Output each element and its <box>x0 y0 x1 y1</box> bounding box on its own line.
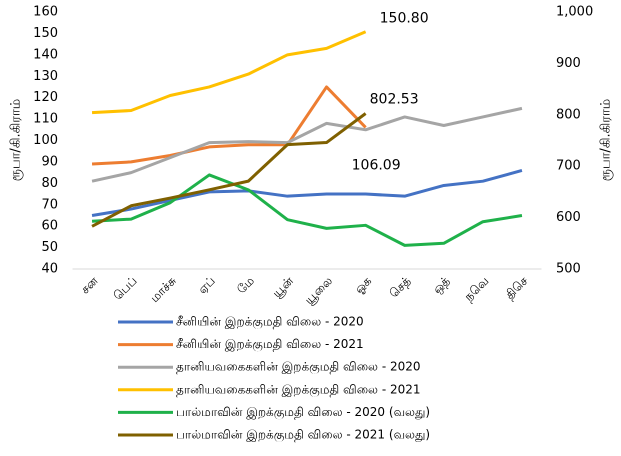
x-tick-label: நவெ <box>461 274 491 304</box>
legend-label: சீனியின் இறக்குமதி விலை - 2020 <box>176 315 364 330</box>
y-tick-label: 70 <box>41 197 58 212</box>
series-line <box>91 169 523 217</box>
legend-label: பால்மாவின் இறக்குமதி விலை - 2021 (வலது) <box>176 428 430 443</box>
y2-tick-label: 600 <box>556 210 581 225</box>
series-line <box>91 106 523 183</box>
y2-tick-label: 700 <box>556 159 581 174</box>
y2-tick-label: 1,000 <box>556 5 593 20</box>
y-tick-label: 40 <box>41 262 58 277</box>
y-tick-label: 60 <box>41 219 58 234</box>
y2-tick-label: 900 <box>556 56 581 71</box>
x-tick-label: ஏப் <box>195 274 218 297</box>
y-tick-label: 80 <box>41 176 58 191</box>
series-line <box>91 30 367 115</box>
x-tick-label: செத் <box>387 274 414 301</box>
series-line <box>91 173 523 247</box>
legend-label: சீனியின் இறக்குமதி விலை - 2021 <box>176 337 364 352</box>
y2-tick-label: 800 <box>556 107 581 122</box>
y-tick-label: 120 <box>33 90 58 105</box>
y-tick-label: 150 <box>33 26 58 41</box>
y-tick-label: 100 <box>33 133 58 148</box>
y-axis-label: ரூபா/கி.கிராம் <box>9 99 24 181</box>
x-tick-label: மே <box>234 274 257 297</box>
series-line <box>91 112 367 228</box>
x-tick-label: யூலை <box>302 274 335 307</box>
data-label: 802.53 <box>370 91 419 107</box>
legend-label: பால்மாவின் இறக்குமதி விலை - 2020 (வலது) <box>176 405 430 420</box>
y-tick-label: 50 <box>41 240 58 255</box>
y2-axis-label: ரூபா/கி.கிராம் <box>599 99 614 181</box>
y-tick-label: 110 <box>33 112 58 127</box>
y-tick-label: 130 <box>33 69 58 84</box>
y-tick-label: 90 <box>41 154 58 169</box>
y-tick-label: 140 <box>33 47 58 62</box>
x-tick-label: மாச்சு <box>147 274 179 306</box>
data-label: 150.80 <box>380 11 429 27</box>
y2-tick-label: 500 <box>556 262 581 277</box>
x-tick-label: திசெ <box>502 273 530 301</box>
legend-label: தானியவகைகளின் இறக்குமதி விலை - 2021 <box>176 382 421 397</box>
x-tick-label: ஓக <box>352 273 375 296</box>
y-tick-label: 160 <box>33 5 58 20</box>
x-tick-label: பெப் <box>111 274 140 303</box>
x-tick-label: சன <box>78 273 101 296</box>
series-line <box>91 85 367 166</box>
legend-label: தானியவகைகளின் இறக்குமதி விலை - 2020 <box>176 360 421 375</box>
x-tick-label: ஒத் <box>430 274 453 297</box>
x-tick-label: யூன் <box>270 273 297 300</box>
data-label: 106.09 <box>352 157 401 173</box>
